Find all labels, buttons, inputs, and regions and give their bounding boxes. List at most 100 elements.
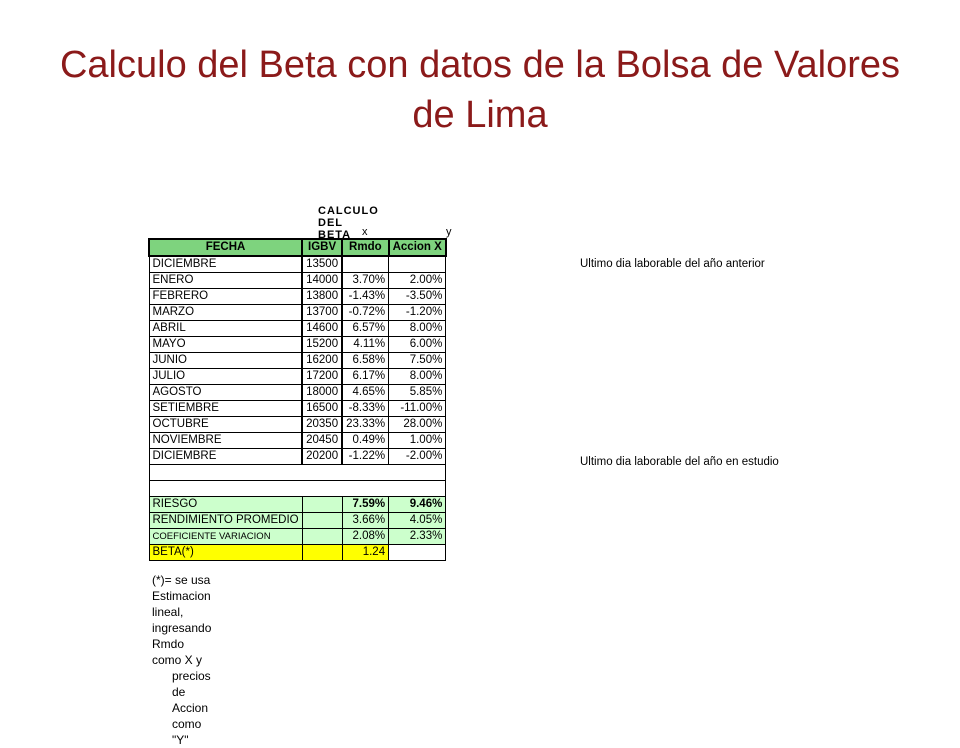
cell-accion: 6.00% bbox=[388, 336, 447, 353]
footnote-line-1: (*)= se usa Estimacion lineal, ingresand… bbox=[152, 573, 212, 667]
cell-fecha: JULIO bbox=[148, 368, 304, 385]
blank-cell bbox=[148, 464, 447, 481]
y-variable-label: y bbox=[446, 226, 452, 238]
cell-igbv: 18000 bbox=[301, 384, 344, 401]
table-row: MAYO 15200 4.11% 6.00% bbox=[148, 336, 447, 353]
cell-igbv: 16500 bbox=[301, 400, 344, 417]
summary-accion: 2.33% bbox=[388, 528, 447, 545]
cell-igbv: 20350 bbox=[301, 416, 344, 433]
cell-fecha: NOVIEMBRE bbox=[148, 432, 304, 449]
cell-rmdo: -0.72% bbox=[341, 304, 390, 321]
summary-empty bbox=[301, 528, 343, 545]
table-row: ABRIL 14600 6.57% 8.00% bbox=[148, 320, 447, 337]
cell-igbv: 15200 bbox=[301, 336, 344, 353]
cell-rmdo: -8.33% bbox=[341, 400, 390, 417]
header-fecha: FECHA bbox=[147, 238, 304, 257]
cell-accion: -3.50% bbox=[388, 288, 447, 305]
table-row: SETIEMBRE 16500 -8.33% -11.00% bbox=[148, 400, 447, 417]
table-row: JULIO 17200 6.17% 8.00% bbox=[148, 368, 447, 385]
cell-rmdo: -1.43% bbox=[341, 288, 390, 305]
cell-igbv: 14600 bbox=[301, 320, 344, 337]
cell-fecha: FEBRERO bbox=[148, 288, 304, 305]
summary-rmdo: 1.24 bbox=[341, 544, 390, 561]
cell-fecha: JUNIO bbox=[148, 352, 304, 369]
cell-igbv: 13800 bbox=[301, 288, 344, 305]
cell-accion: 2.00% bbox=[388, 272, 447, 289]
cell-rmdo: -1.22% bbox=[341, 448, 390, 465]
summary-row-beta: BETA(*) 1.24 bbox=[148, 544, 447, 561]
cell-accion: -2.00% bbox=[388, 448, 447, 465]
cell-accion: -11.00% bbox=[388, 400, 447, 417]
table-row: MARZO 13700 -0.72% -1.20% bbox=[148, 304, 447, 321]
cell-accion: 1.00% bbox=[388, 432, 447, 449]
summary-rmdo: 7.59% bbox=[341, 496, 390, 513]
summary-label: RENDIMIENTO PROMEDIO bbox=[148, 512, 303, 529]
summary-rmdo: 3.66% bbox=[341, 512, 390, 529]
summary-row-coeficiente: COEFICIENTE VARIACION 2.08% 2.33% bbox=[148, 528, 447, 545]
table-row: OCTUBRE 20350 23.33% 28.00% bbox=[148, 416, 447, 433]
footnote: (*)= se usa Estimacion lineal, ingresand… bbox=[152, 572, 211, 748]
cell-accion: 28.00% bbox=[388, 416, 447, 433]
table-row: JUNIO 16200 6.58% 7.50% bbox=[148, 352, 447, 369]
cell-accion: 8.00% bbox=[388, 368, 447, 385]
summary-empty bbox=[301, 544, 343, 561]
table-row: NOVIEMBRE 20450 0.49% 1.00% bbox=[148, 432, 447, 449]
table-row: ENERO 14000 3.70% 2.00% bbox=[148, 272, 447, 289]
table-row: FEBRERO 13800 -1.43% -3.50% bbox=[148, 288, 447, 305]
summary-rmdo: 2.08% bbox=[341, 528, 390, 545]
cell-igbv: 17200 bbox=[301, 368, 344, 385]
cell-accion bbox=[388, 255, 447, 273]
slide-title: Calculo del Beta con datos de la Bolsa d… bbox=[59, 44, 901, 136]
summary-row-rendimiento: RENDIMIENTO PROMEDIO 3.66% 4.05% bbox=[148, 512, 447, 529]
header-accion: Accion X bbox=[387, 238, 447, 257]
cell-fecha: ENERO bbox=[148, 272, 304, 289]
cell-fecha: OCTUBRE bbox=[148, 416, 304, 433]
x-variable-label: x bbox=[362, 226, 368, 238]
header-igbv: IGBV bbox=[301, 238, 344, 257]
cell-rmdo: 3.70% bbox=[341, 272, 390, 289]
cell-accion: 8.00% bbox=[388, 320, 447, 337]
cell-rmdo: 6.58% bbox=[341, 352, 390, 369]
summary-accion bbox=[388, 544, 447, 561]
summary-label: RIESGO bbox=[148, 496, 303, 513]
summary-empty bbox=[301, 496, 343, 513]
cell-rmdo: 0.49% bbox=[341, 432, 390, 449]
summary-empty bbox=[301, 512, 343, 529]
cell-igbv: 20450 bbox=[301, 432, 344, 449]
table-row: AGOSTO 18000 4.65% 5.85% bbox=[148, 384, 447, 401]
row-note: Ultimo dia laborable del año anterior bbox=[580, 258, 765, 270]
cell-rmdo bbox=[341, 255, 390, 273]
cell-accion: 5.85% bbox=[388, 384, 447, 401]
cell-fecha: DICIEMBRE bbox=[148, 255, 304, 273]
blank-row bbox=[148, 480, 447, 497]
cell-rmdo: 4.65% bbox=[341, 384, 390, 401]
summary-label: COEFICIENTE VARIACION bbox=[148, 528, 303, 545]
footnote-line-2: precios de Accion como "Y" bbox=[172, 669, 211, 747]
cell-fecha: SETIEMBRE bbox=[148, 400, 304, 417]
blank-row bbox=[148, 464, 447, 481]
cell-igbv: 14000 bbox=[301, 272, 344, 289]
summary-label: BETA(*) bbox=[148, 544, 303, 561]
cell-igbv: 20200 bbox=[301, 448, 344, 465]
table-row: DICIEMBRE 20200 -1.22% -2.00% bbox=[148, 448, 447, 465]
cell-fecha: AGOSTO bbox=[148, 384, 304, 401]
cell-fecha: MARZO bbox=[148, 304, 304, 321]
cell-rmdo: 6.57% bbox=[341, 320, 390, 337]
cell-accion: 7.50% bbox=[388, 352, 447, 369]
cell-fecha: ABRIL bbox=[148, 320, 304, 337]
cell-rmdo: 4.11% bbox=[341, 336, 390, 353]
beta-table: FECHA IGBV Rmdo Accion X DICIEMBRE 13500 E… bbox=[147, 238, 447, 561]
cell-rmdo: 6.17% bbox=[341, 368, 390, 385]
header-row: FECHA IGBV Rmdo Accion X bbox=[147, 238, 447, 257]
cell-igbv: 13500 bbox=[301, 255, 344, 273]
cell-rmdo: 23.33% bbox=[341, 416, 390, 433]
summary-row-riesgo: RIESGO 7.59% 9.46% bbox=[148, 496, 447, 513]
cell-igbv: 13700 bbox=[301, 304, 344, 321]
cell-fecha: MAYO bbox=[148, 336, 304, 353]
cell-igbv: 16200 bbox=[301, 352, 344, 369]
cell-fecha: DICIEMBRE bbox=[148, 448, 304, 465]
summary-accion: 9.46% bbox=[388, 496, 447, 513]
blank-cell bbox=[148, 480, 447, 497]
header-rmdo: Rmdo bbox=[341, 238, 390, 257]
table-row: DICIEMBRE 13500 bbox=[148, 255, 447, 273]
